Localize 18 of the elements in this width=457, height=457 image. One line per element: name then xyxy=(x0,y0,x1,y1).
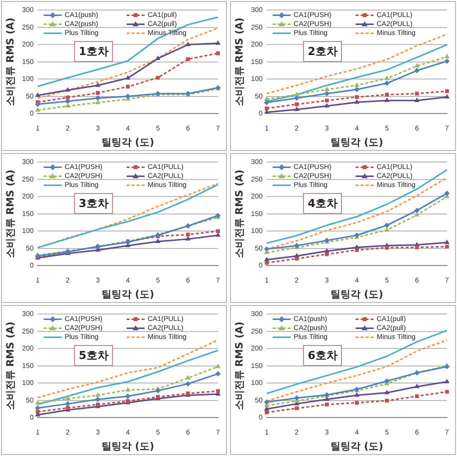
x-axis-title: 틸팅각 (도) xyxy=(102,290,154,301)
text: 4호차 xyxy=(302,193,342,214)
x-axis-title: 틸팅각 (도) xyxy=(102,138,154,149)
y-axis-title: 소비전류 RMS (A) xyxy=(6,18,17,106)
x-axis-title: 틸팅각 (도) xyxy=(330,290,384,301)
x-axis-title: 틸팅각 (도) xyxy=(330,442,384,453)
x-axis-title: 틸팅각 (도) xyxy=(102,442,154,453)
text: 2호차 xyxy=(302,41,342,62)
y-axis-title: 소비전류 RMS (A) xyxy=(234,322,246,410)
y-axis-title: 소비전류 RMS (A) xyxy=(234,18,246,106)
y-axis-title: 소비전류 RMS (A) xyxy=(6,322,17,410)
text: 3호차 xyxy=(74,193,114,214)
y-axis-title: 소비전류 RMS (A) xyxy=(234,170,246,258)
text: 1호차 xyxy=(74,41,114,62)
x-axis-title: 틸팅각 (도) xyxy=(330,138,384,149)
y-axis-title: 소비전류 RMS (A) xyxy=(6,170,17,258)
text: 6호차 xyxy=(302,345,342,366)
text: 5호차 xyxy=(74,345,114,366)
